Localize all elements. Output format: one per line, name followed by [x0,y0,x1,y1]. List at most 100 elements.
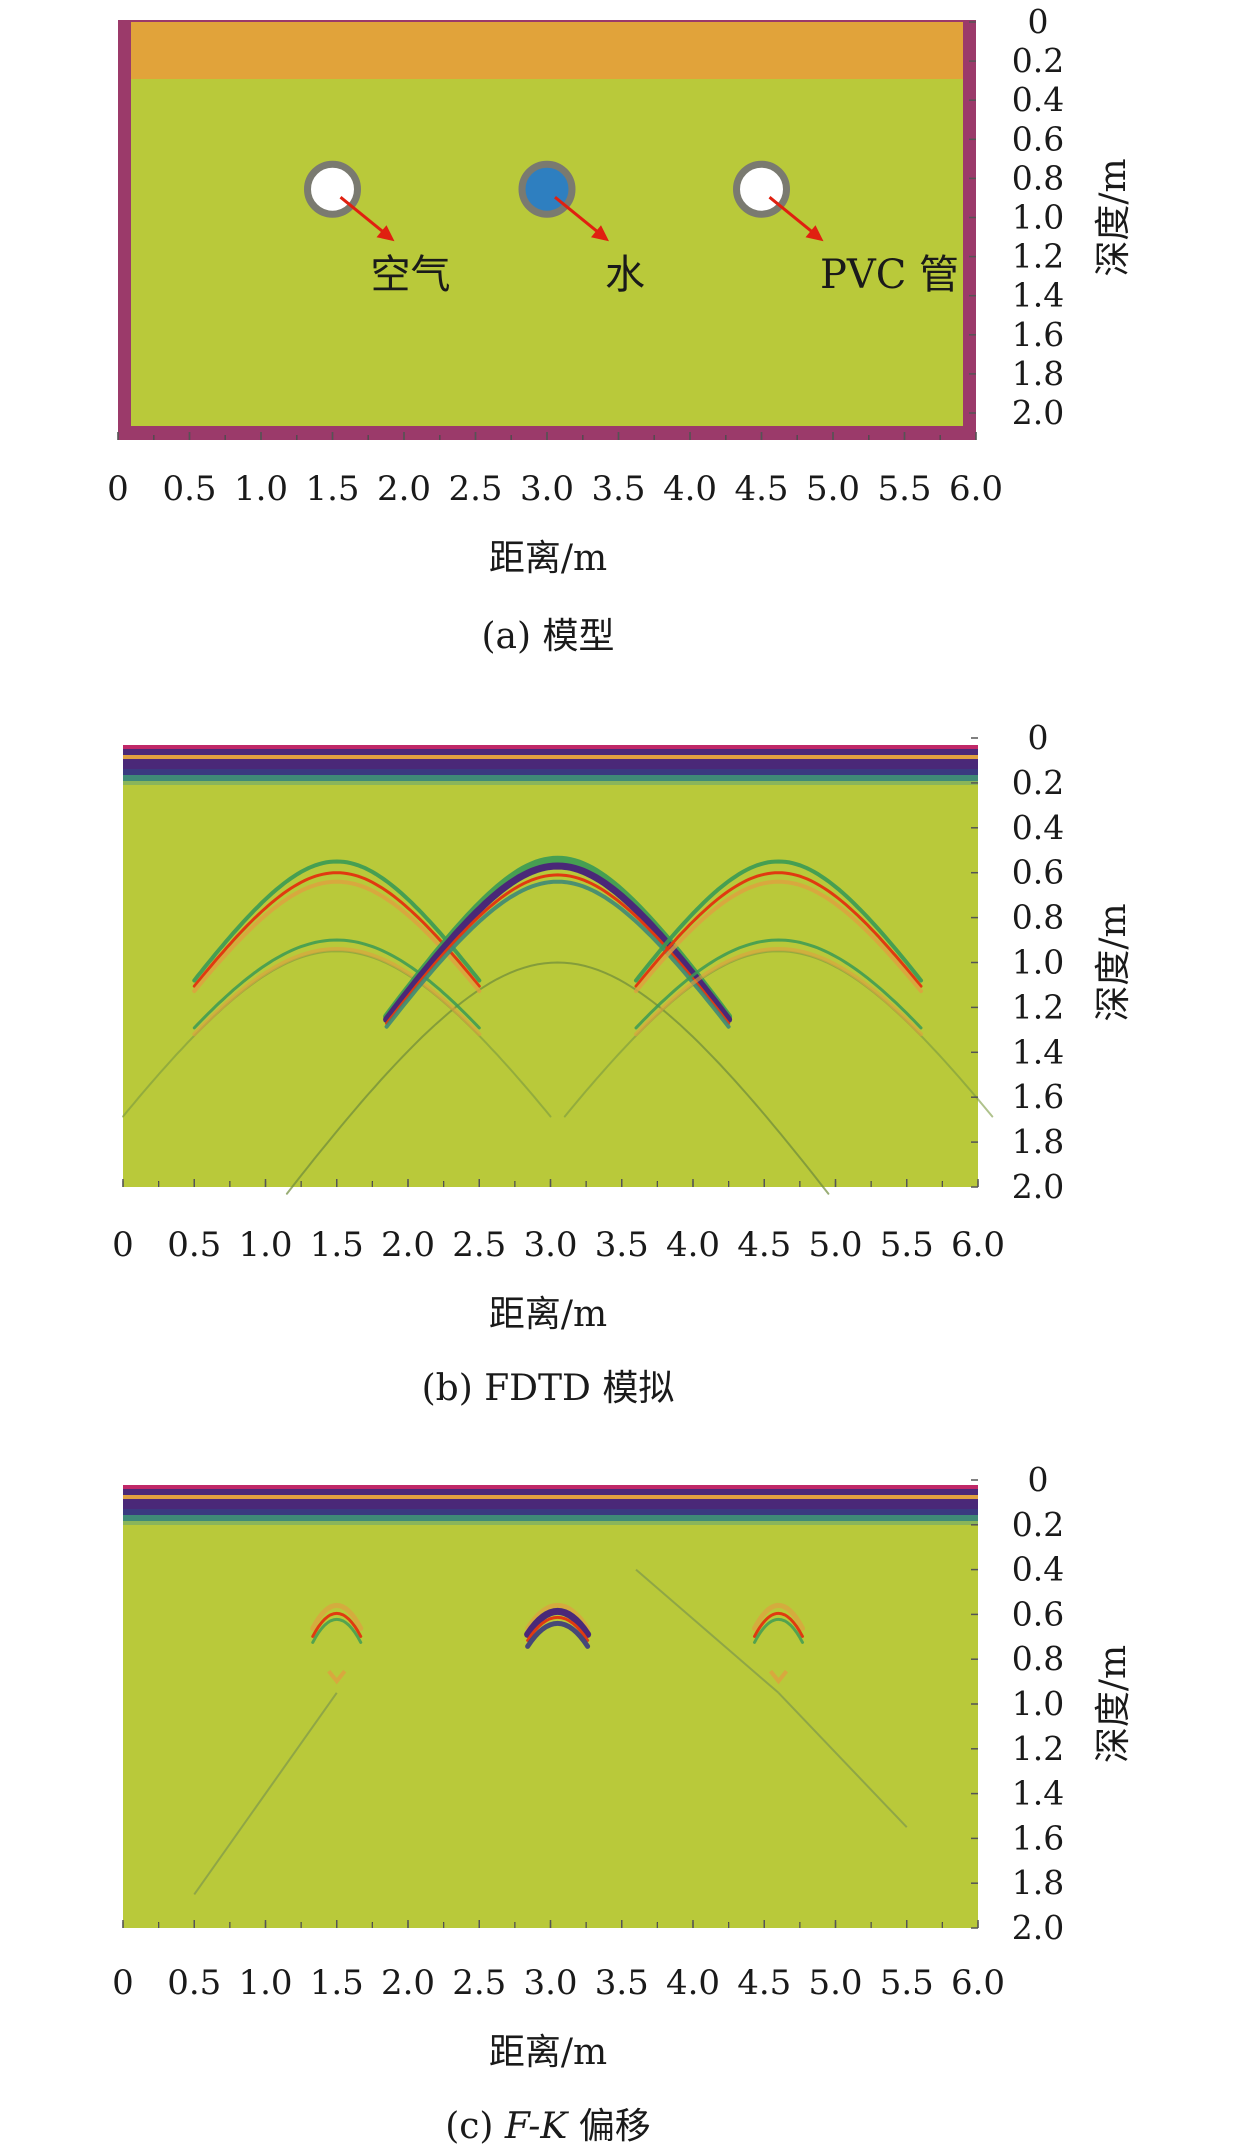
x-tick-label: 1.0 [238,1963,292,2003]
direct-wave-band [123,1485,978,1489]
y-tick-label: 2.0 [1012,1908,1064,1947]
x-tick-label: 1.5 [305,469,359,509]
migration-artifact [193,1692,338,1895]
y-tick-label: 1.8 [1012,1122,1064,1161]
x-tick-label: 6.0 [949,469,1003,509]
hyperbola-secondary [634,938,923,1030]
x-tick-label: 6.0 [951,1963,1005,2003]
direct-wave-band [123,781,978,785]
x-tick-label: 5.0 [808,1963,862,2003]
y-tick-label: 1.4 [1012,1032,1064,1071]
focused-target-arc [753,1611,804,1638]
direct-wave-band [123,1521,978,1525]
target-arrowhead [805,225,824,242]
hyperbola-main [385,873,731,1025]
hyperbola-fringe [384,879,731,1029]
x-tick-label: 6.0 [951,1225,1005,1265]
focused-target-arc [526,1615,590,1642]
hyperbola-secondary [634,946,923,1037]
model-layer-soil [131,79,963,426]
x-tick-label: 4.0 [666,1963,720,2003]
panel-model: 空气 水 PVC 管 0 0.5 1.0 1.5 2.0 2.5 3.0 3.5 4.0 4.5 5.0 5… [107,2,1134,657]
y-axis-label: 深度/m [1093,158,1134,276]
focused-target-arc [311,1611,363,1638]
x-tick-label: 3.5 [595,1225,649,1265]
y-tick-label: 1.0 [1012,943,1064,982]
x-tick-label: 3.0 [523,1225,577,1265]
x-tick-label: 3.0 [523,1963,577,2003]
focused-target-arc [753,1617,804,1644]
y-tick-label: 1.4 [1012,1774,1064,1813]
y-tick-label: 1.0 [1012,1684,1064,1723]
target-label: 空气 [371,252,451,298]
direct-wave-band [123,745,978,749]
y-tick-label: 0.2 [1012,763,1064,802]
x-tick-label: 5.5 [877,469,931,509]
target-arrow [339,196,390,238]
y-axis-label: 深度/m [1093,1645,1134,1763]
target-label: PVC 管 [820,252,959,298]
focused-target-secondary [327,1669,347,1685]
hyperbola-secondary [192,938,481,1030]
x-tick-label: 0 [112,1225,134,1265]
x-tick-label: 0.5 [167,1963,221,2003]
direct-wave-band [123,755,978,759]
y-tick-label: 0.4 [1012,80,1064,119]
hyperbola-fringe [192,879,482,994]
x-tick-label: 3.0 [520,469,574,509]
y-tick-label: 1.6 [1012,1077,1064,1116]
x-tick-label: 5.5 [880,1963,934,2003]
focused-target-arc [752,1602,805,1631]
x-tick-label: 2.5 [452,1963,506,2003]
direct-wave-band [123,1495,978,1499]
caption-c: (c) F-K 偏移 [445,2106,651,2147]
x-axis-label: 距离/m [489,1294,607,1335]
x-tick-label: 2.5 [448,469,502,509]
y-tick-label: 1.6 [1012,315,1064,354]
x-tick-label: 5.0 [808,1225,862,1265]
caption-c-suffix: 偏移 [567,2106,650,2147]
target-arrowhead [376,225,395,242]
panel-fk: 0 0.5 1.0 1.5 2.0 2.5 3.0 3.5 4.0 4.5 5.0 5.5 6.0 0 0.… [112,1460,1134,2147]
x-tick-label: 4.0 [666,1225,720,1265]
y-tick-label: 1.4 [1012,276,1064,315]
x-tick-label: 2.5 [452,1225,506,1265]
focused-target-arc [310,1602,364,1631]
x-tick-label: 2.0 [377,469,431,509]
x-tick-label: 5.5 [880,1225,934,1265]
direct-wave-band [123,1515,978,1521]
x-tick-label: 2.0 [381,1963,435,2003]
y-tick-label: 1.8 [1012,1863,1064,1902]
y-tick-label: 2.0 [1012,393,1064,432]
target-arrow [768,196,819,238]
x-tick-label: 1.5 [310,1225,364,1265]
y-tick-label: 0.2 [1012,1505,1064,1544]
x-tick-label: 4.5 [737,1963,791,2003]
focused-target-arc [524,1607,592,1638]
hyperbola-fringe [192,859,482,983]
x-tick-label: 0 [112,1963,134,2003]
y-tick-label: 0.8 [1012,158,1064,197]
x-tick-label: 1.0 [238,1225,292,1265]
y-tick-label: 0 [1028,2,1049,41]
y-tick-label: 0 [1028,1460,1049,1499]
hyperbola-tail [285,961,830,1195]
y-tick-label: 1.2 [1012,237,1064,276]
x-tick-label: 3.5 [595,1963,649,2003]
y-axis-label: 深度/m [1093,903,1134,1021]
x-tick-label: 1.5 [310,1963,364,2003]
y-tick-label: 0.8 [1012,1639,1064,1678]
direct-wave-band [123,749,978,755]
direct-wave-band [123,759,978,769]
target-arrowhead [591,225,609,242]
y-tick-label: 1.2 [1012,1729,1064,1768]
panel-fdtd: 0 0.5 1.0 1.5 2.0 2.5 3.0 3.5 4.0 4.5 5.0 5.5 6.0 0 0.… [112,718,1134,1409]
x-tick-label: 0.5 [162,469,216,509]
caption-a: (a) 模型 [482,616,615,657]
x-axis-label: 距离/m [489,538,607,579]
y-tick-label: 0.6 [1012,1594,1064,1633]
y-tick-label: 0.8 [1012,898,1064,937]
y-tick-label: 0.6 [1012,119,1064,158]
y-tick-label: 0.2 [1012,41,1064,80]
y-tick-label: 0.4 [1012,1550,1064,1589]
